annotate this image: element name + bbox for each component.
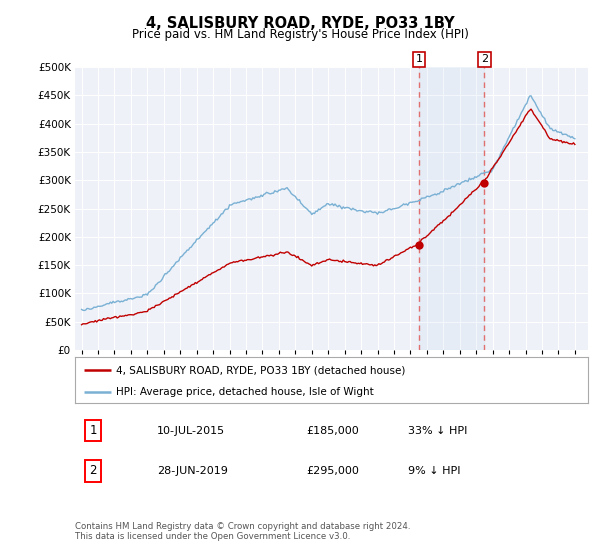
Text: HPI: Average price, detached house, Isle of Wight: HPI: Average price, detached house, Isle… bbox=[116, 387, 374, 396]
Text: £295,000: £295,000 bbox=[306, 466, 359, 476]
Text: 10-JUL-2015: 10-JUL-2015 bbox=[157, 426, 225, 436]
Text: 28-JUN-2019: 28-JUN-2019 bbox=[157, 466, 228, 476]
Bar bbox=[419, 67, 484, 350]
Text: 4, SALISBURY ROAD, RYDE, PO33 1BY (detached house): 4, SALISBURY ROAD, RYDE, PO33 1BY (detac… bbox=[116, 365, 406, 375]
Text: 2: 2 bbox=[481, 54, 488, 64]
Text: £185,000: £185,000 bbox=[306, 426, 359, 436]
Text: 1: 1 bbox=[416, 54, 422, 64]
Text: 33% ↓ HPI: 33% ↓ HPI bbox=[409, 426, 468, 436]
Text: 1: 1 bbox=[89, 424, 97, 437]
Text: Price paid vs. HM Land Registry's House Price Index (HPI): Price paid vs. HM Land Registry's House … bbox=[131, 28, 469, 41]
Text: Contains HM Land Registry data © Crown copyright and database right 2024.
This d: Contains HM Land Registry data © Crown c… bbox=[75, 522, 410, 542]
Text: 2: 2 bbox=[89, 464, 97, 478]
Text: 4, SALISBURY ROAD, RYDE, PO33 1BY: 4, SALISBURY ROAD, RYDE, PO33 1BY bbox=[146, 16, 454, 31]
Text: 9% ↓ HPI: 9% ↓ HPI bbox=[409, 466, 461, 476]
